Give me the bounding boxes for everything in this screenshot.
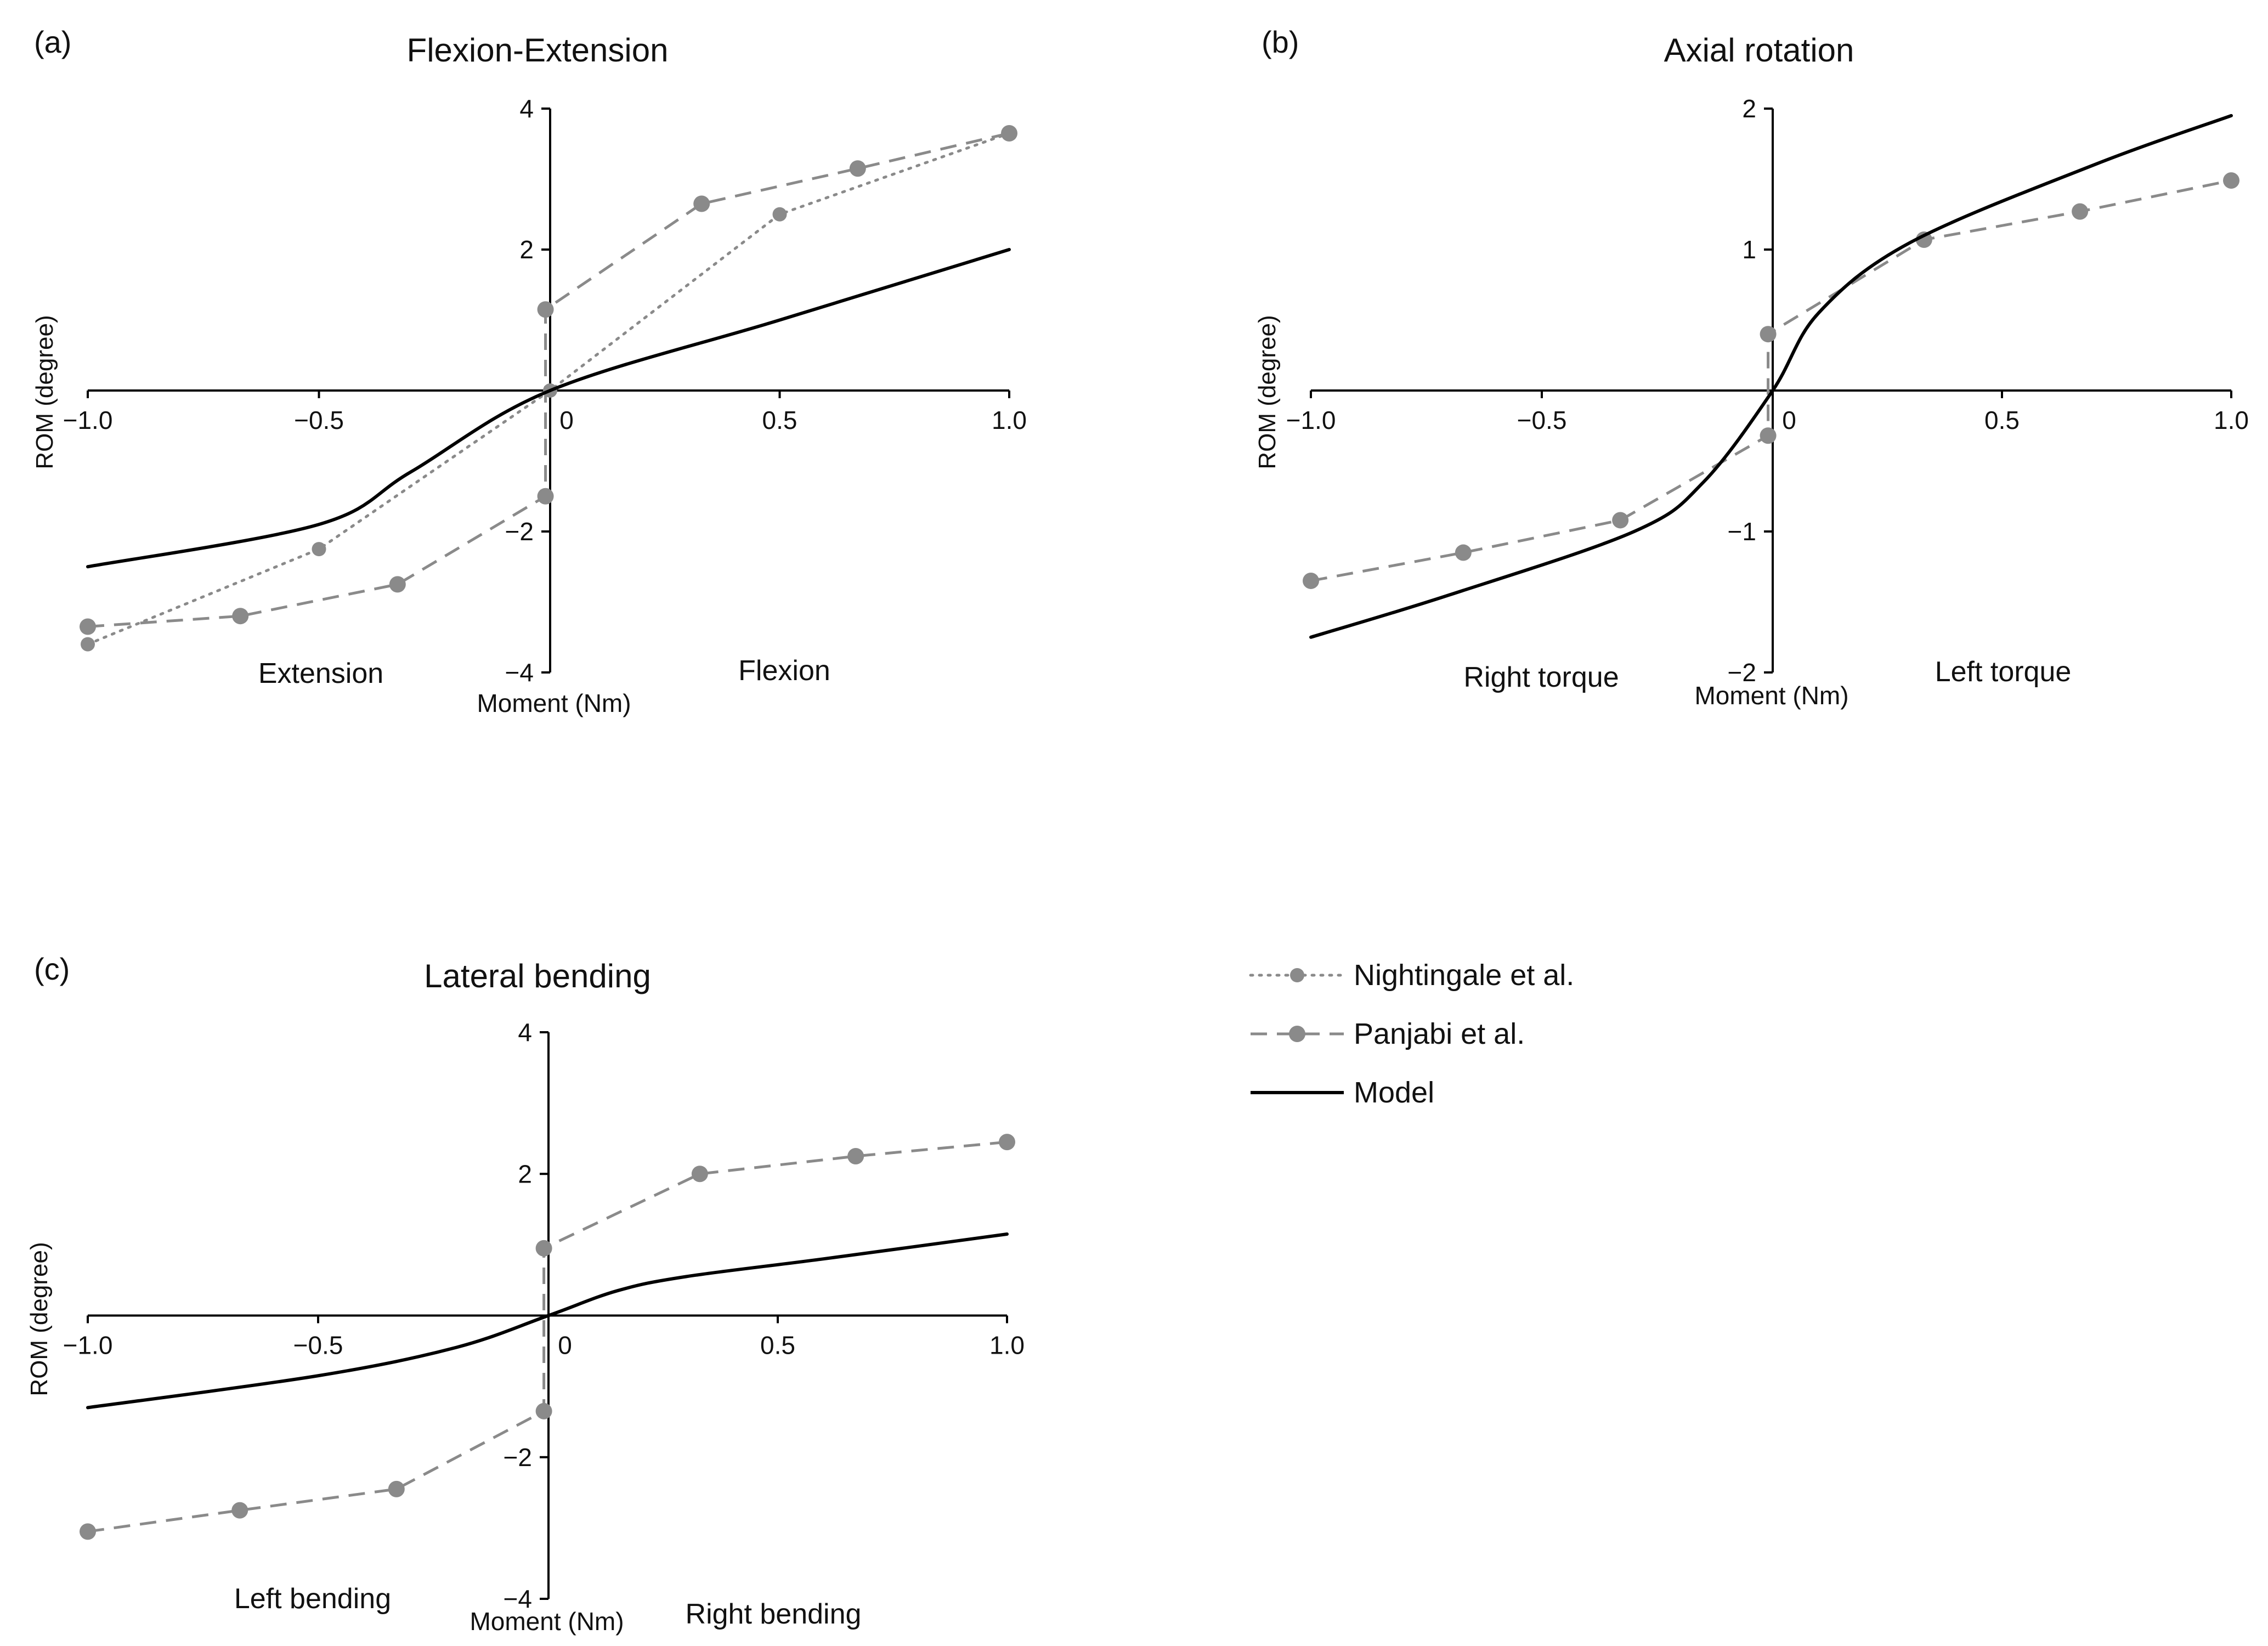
x-tick-label: 1.0 — [989, 1331, 1025, 1360]
y-tick-label: −4 — [504, 1585, 532, 1613]
legend-item-model: Model — [1251, 1076, 1434, 1109]
y-tick-label: 2 — [518, 1159, 532, 1188]
legend-label: Nightingale et al. — [1354, 959, 1574, 992]
y-tick-label: −4 — [505, 658, 534, 687]
data-point-panjabi — [389, 576, 406, 593]
x-tick-label: 0.5 — [762, 406, 798, 434]
positive-side-label: Flexion — [738, 655, 830, 687]
series-line-model — [86, 1232, 1009, 1410]
y-tick-label: −2 — [1728, 658, 1756, 687]
x-tick-label: −1.0 — [1286, 406, 1336, 434]
x-tick-label: −0.5 — [1517, 406, 1567, 434]
y-axis-label: ROM (degree) — [26, 1242, 53, 1396]
y-tick-label: 2 — [1742, 94, 1756, 123]
data-point-panjabi — [1303, 572, 1319, 589]
data-point-panjabi — [693, 195, 710, 212]
negative-side-label: Left bending — [234, 1583, 391, 1615]
x-tick-label: −0.5 — [294, 406, 344, 434]
data-point-panjabi — [2223, 172, 2239, 189]
data-point-panjabi — [847, 1147, 864, 1164]
x-tick-label: 1.0 — [2214, 406, 2249, 434]
x-tick-label: −1.0 — [63, 406, 113, 434]
data-point-nightingale — [312, 542, 326, 557]
panel-axial-rotation: (b) Axial rotation ROM (degree) Right to… — [1254, 25, 2249, 710]
panel-letter: (a) — [34, 25, 71, 59]
data-point-nightingale — [772, 207, 787, 222]
data-point-panjabi — [537, 301, 554, 318]
data-point-panjabi — [691, 1166, 708, 1183]
data-point-panjabi — [537, 488, 554, 505]
legend-item-nightingale: Nightingale et al. — [1249, 959, 1574, 992]
legend-swatch-marker — [1289, 1026, 1305, 1042]
y-tick-label: −1 — [1728, 517, 1756, 546]
y-tick-label: 4 — [518, 1018, 532, 1047]
data-point-nightingale — [81, 637, 95, 652]
data-point-panjabi — [231, 1502, 248, 1519]
panel-title: Flexion-Extension — [407, 32, 669, 69]
negative-side-label: Right torque — [1463, 661, 1619, 693]
data-point-panjabi — [1915, 231, 1932, 248]
x-tick-label: −0.5 — [293, 1331, 343, 1360]
data-point-panjabi — [2072, 203, 2089, 220]
data-point-panjabi — [1001, 125, 1017, 142]
series-line-nightingale — [86, 132, 1011, 646]
legend-label: Model — [1354, 1076, 1434, 1109]
y-tick-label: 4 — [519, 94, 534, 123]
panel-lateral-bending: (c) Lateral bending ROM (degree) Left be… — [26, 952, 1025, 1636]
x-tick-label: 0.5 — [1984, 406, 2020, 434]
data-point-panjabi — [535, 1240, 552, 1257]
legend: Nightingale et al. Panjabi et al. Model — [1249, 959, 1574, 1109]
data-point-panjabi — [849, 160, 866, 177]
series-line-panjabi — [87, 132, 1010, 628]
y-axis-label: ROM (degree) — [1254, 315, 1281, 469]
legend-item-panjabi: Panjabi et al. — [1251, 1017, 1525, 1050]
legend-label: Panjabi et al. — [1354, 1017, 1525, 1050]
y-tick-label: −2 — [504, 1443, 532, 1472]
x-tick-label: 0 — [559, 406, 574, 434]
panel-letter: (c) — [34, 952, 70, 986]
y-tick-label: −2 — [505, 517, 534, 546]
x-tick-label: −1.0 — [63, 1331, 113, 1360]
x-axis-label: Moment (Nm) — [477, 689, 631, 717]
data-point-panjabi — [999, 1134, 1015, 1151]
x-axis-label: Moment (Nm) — [1694, 681, 1848, 710]
series-line-model — [86, 248, 1011, 569]
series-line-panjabi — [87, 1140, 1008, 1533]
legend-swatch-marker — [1290, 968, 1304, 982]
data-point-panjabi — [232, 608, 249, 625]
series-line-panjabi — [1310, 179, 2232, 582]
data-point-panjabi — [1455, 544, 1472, 561]
data-point-panjabi — [535, 1402, 552, 1419]
plot-area: −1.0 −0.5 0 0.5 1.0 4 2 −2 −4 — [63, 94, 1027, 687]
x-axis-label: Moment (Nm) — [470, 1607, 624, 1636]
x-tick-label: 1.0 — [992, 406, 1027, 434]
y-tick-label: 1 — [1742, 235, 1756, 264]
series-line-model — [1309, 114, 2233, 639]
data-point-panjabi — [80, 618, 96, 635]
data-point-panjabi — [80, 1523, 96, 1540]
x-tick-label: 0 — [1782, 406, 1796, 434]
data-point-panjabi — [1760, 326, 1777, 343]
data-point-panjabi — [388, 1480, 405, 1497]
negative-side-label: Extension — [258, 658, 383, 689]
y-tick-label: 2 — [519, 235, 534, 264]
data-point-panjabi — [1612, 512, 1629, 529]
data-point-panjabi — [1760, 427, 1777, 444]
y-axis-label: ROM (degree) — [31, 315, 58, 469]
panel-title: Lateral bending — [424, 958, 651, 994]
positive-side-label: Right bending — [686, 1598, 862, 1630]
x-tick-label: 0 — [558, 1331, 572, 1360]
x-tick-label: 0.5 — [760, 1331, 795, 1360]
panel-flexion-extension: (a) Flexion-Extension ROM (degree) Exten… — [31, 25, 1027, 717]
plot-area: −1.0 −0.5 0 0.5 1.0 4 2 −2 −4 — [63, 1018, 1025, 1613]
panel-title: Axial rotation — [1664, 32, 1854, 69]
positive-side-label: Left torque — [1935, 656, 2072, 688]
panel-letter: (b) — [1262, 25, 1299, 59]
plot-area: −1.0 −0.5 0 0.5 1.0 2 1 −1 −2 — [1286, 94, 2249, 687]
